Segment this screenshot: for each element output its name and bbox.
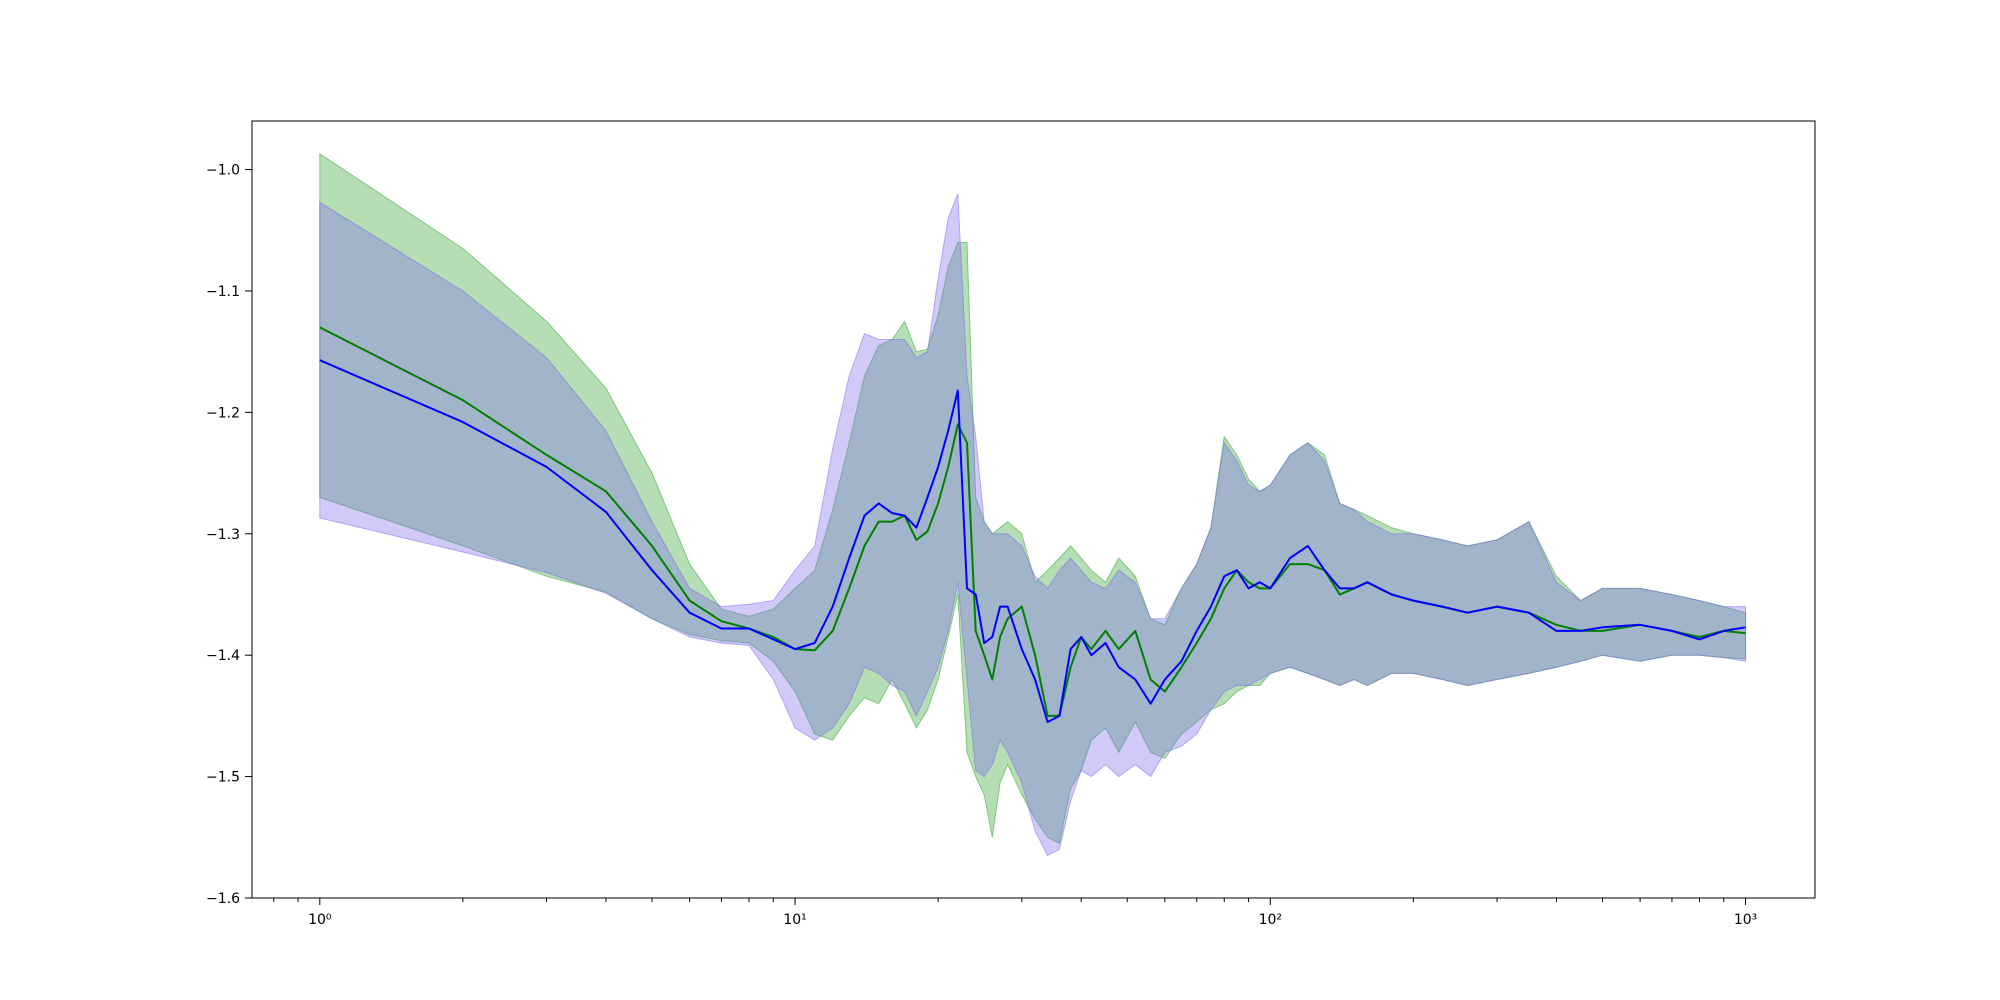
y-tick-label-1: −1.1 <box>206 284 240 300</box>
y-tick-label-6: −1.6 <box>206 891 240 907</box>
confidence-bands <box>319 152 1747 857</box>
x-tick-label-0: 10⁰ <box>308 912 332 928</box>
x-tick-label-2: 10² <box>1259 912 1282 928</box>
x-axis: 10⁰ 10¹ 10² 10³ <box>273 898 1757 928</box>
y-axis: −1.0 −1.1 −1.2 −1.3 −1.4 −1.5 −1.6 <box>206 163 252 907</box>
y-tick-label-2: −1.2 <box>206 405 240 421</box>
y-tick-label-4: −1.4 <box>206 648 240 664</box>
x-tick-label-1: 10¹ <box>783 912 806 928</box>
plot-area-frame <box>251 120 1816 899</box>
x-tick-label-3: 10³ <box>1734 912 1757 928</box>
y-tick-label-0: −1.0 <box>206 163 240 179</box>
confidence-band-1 <box>319 193 1747 857</box>
y-tick-label-3: −1.3 <box>206 527 240 543</box>
series-lines <box>319 326 1746 723</box>
y-tick-label-5: −1.5 <box>206 770 240 786</box>
series-line-1 <box>319 359 1746 723</box>
